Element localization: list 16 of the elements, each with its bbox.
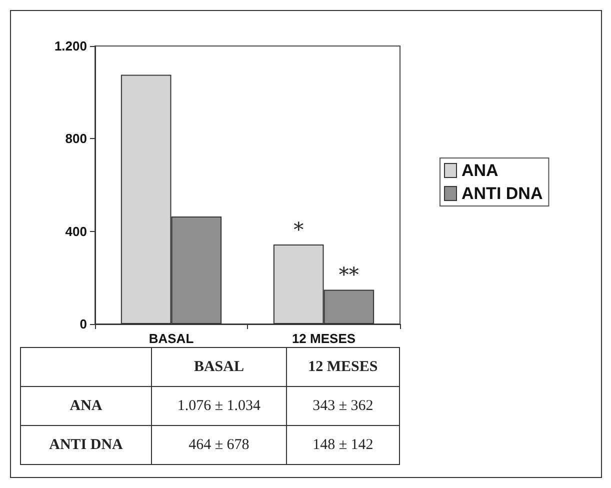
data-label: 343 ± 362 — [286, 386, 400, 426]
text: ANA — [70, 398, 102, 414]
category-label: BASAL — [194, 358, 244, 374]
y-tick-label: 1.200 — [54, 38, 87, 54]
annotation: * — [294, 218, 304, 242]
legend-label: ANTI DNA — [462, 184, 543, 203]
legend-label: ANA — [462, 161, 498, 180]
y-tick-label: 800 — [65, 131, 87, 146]
text: ANTI DNA — [49, 436, 123, 452]
data-label: 148 ± 142 — [286, 426, 400, 464]
data-label: 1.076 ± 1.034 — [152, 386, 286, 426]
y-tick-label: 0 — [80, 316, 87, 332]
annotation: ** — [338, 262, 359, 287]
data-label: 464 ± 678 — [152, 426, 286, 464]
y-tick-label: 400 — [65, 224, 87, 239]
category-label: 12 MESES — [308, 358, 378, 374]
